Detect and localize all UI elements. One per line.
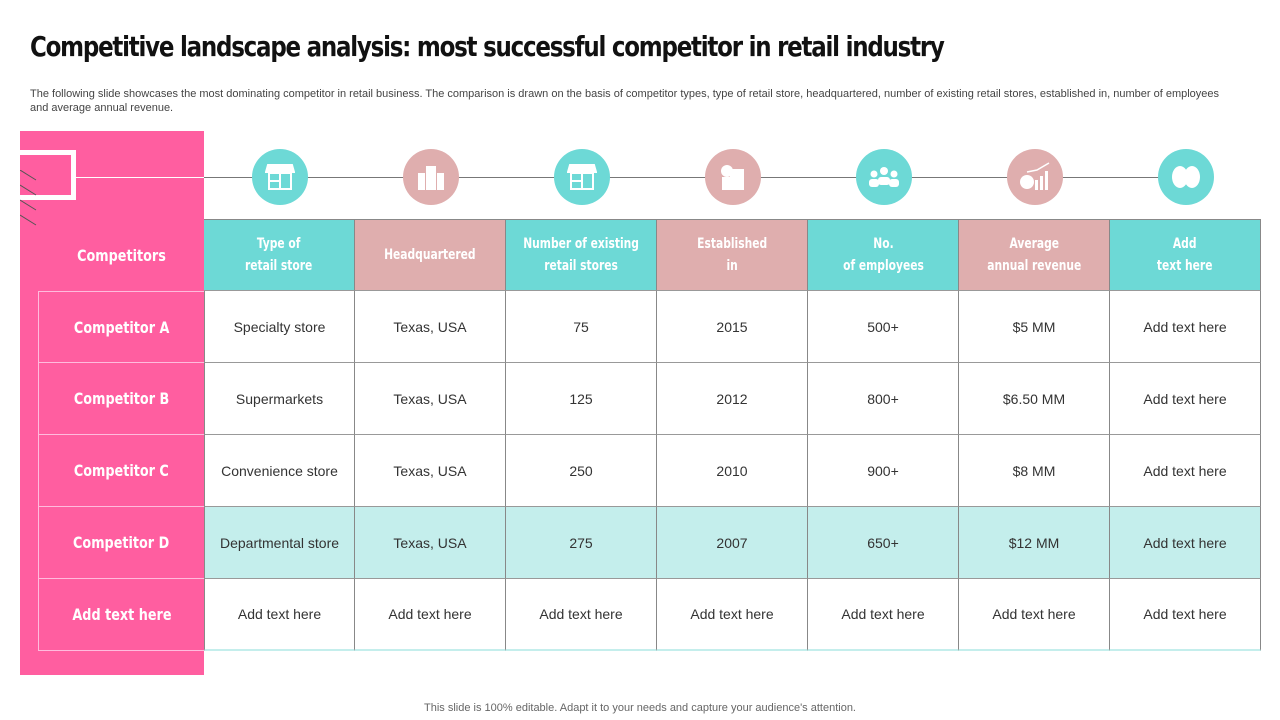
row-label: Competitor A <box>38 291 204 363</box>
table-cell: $12 MM <box>959 507 1110 579</box>
corner-label: Competitors <box>76 245 166 265</box>
table-cell: Add text here <box>959 579 1110 651</box>
row-label-text: Competitor A <box>73 317 170 337</box>
table-cell: 2015 <box>657 291 808 363</box>
table-cell: Texas, USA <box>355 363 506 435</box>
people-icon <box>855 149 912 205</box>
table-cell: 650+ <box>808 507 959 579</box>
table-cell: Texas, USA <box>355 435 506 507</box>
table-cell: 250 <box>506 435 657 507</box>
column-header: Headquartered <box>355 219 506 291</box>
table-cell: Add text here <box>1110 507 1261 579</box>
table-cell: $5 MM <box>959 291 1110 363</box>
table-cell: Add text here <box>204 579 355 651</box>
building-icon <box>402 149 459 205</box>
table-cell: $8 MM <box>959 435 1110 507</box>
decorative-hatch <box>20 170 37 226</box>
table-cell: Add text here <box>355 579 506 651</box>
table-cell: 900+ <box>808 435 959 507</box>
column-header-label: Number of existing retail stores <box>523 236 639 274</box>
table-cell: 500+ <box>808 291 959 363</box>
table-cell: Add text here <box>808 579 959 651</box>
table-cell: Add text here <box>1110 435 1261 507</box>
row-label-text: Competitor C <box>74 461 169 480</box>
footer-note: This slide is 100% editable. Adapt it to… <box>424 702 856 714</box>
table-cell: Add text here <box>1110 579 1261 651</box>
column-header-label: Add text here <box>1157 236 1213 274</box>
corner-header: Competitors <box>38 219 204 291</box>
column-header: Number of existing retail stores <box>506 219 657 291</box>
table-cell: 75 <box>506 291 657 363</box>
table-cell: Add text here <box>506 579 657 651</box>
column-header: Established in <box>657 219 808 291</box>
table-cell: Add text here <box>657 579 808 651</box>
column-header-label: Type of retail store <box>245 236 313 274</box>
table-cell: 2007 <box>657 507 808 579</box>
column-header: Average annual revenue <box>959 219 1110 291</box>
store-icon <box>553 149 610 205</box>
timeline-connector-white <box>76 177 204 178</box>
row-label: Competitor C <box>38 435 204 507</box>
column-header: Type of retail store <box>204 219 355 291</box>
table-cell: Texas, USA <box>355 291 506 363</box>
table-cell: Convenience store <box>204 435 355 507</box>
table-cell: $6.50 MM <box>959 363 1110 435</box>
revenue-chart-icon <box>1006 149 1063 205</box>
pink-side-panel <box>20 131 204 675</box>
column-header-label: Average annual revenue <box>986 236 1082 274</box>
factory-gear-icon <box>704 149 761 205</box>
column-header: Add text here <box>1110 219 1261 291</box>
table-cell: Add text here <box>1110 291 1261 363</box>
row-label: Competitor B <box>38 363 204 435</box>
page-title: Competitive landscape analysis: most suc… <box>30 30 945 63</box>
table-cell: Departmental store <box>204 507 355 579</box>
page-description: The following slide showcases the most d… <box>30 88 1220 114</box>
table-cell: Texas, USA <box>355 507 506 579</box>
table-cell: 800+ <box>808 363 959 435</box>
timeline-connector <box>76 177 1210 178</box>
row-label-text: Competitor D <box>73 533 170 552</box>
brain-icon <box>1157 149 1214 205</box>
column-header-label: Headquartered <box>384 247 476 263</box>
table-cell: 275 <box>506 507 657 579</box>
table-cell: Supermarkets <box>204 363 355 435</box>
table-cell: Specialty store <box>204 291 355 363</box>
column-header-label: Established in <box>697 236 767 274</box>
table-cell: Add text here <box>1110 363 1261 435</box>
table-cell: 125 <box>506 363 657 435</box>
row-label: Add text here <box>38 579 204 651</box>
row-label-text: Add text here <box>71 605 172 624</box>
column-header: No. of employees <box>808 219 959 291</box>
column-header-label: No. of employees <box>842 236 924 274</box>
decorative-square <box>20 150 76 200</box>
table-cell: 2010 <box>657 435 808 507</box>
store-icon <box>251 149 308 205</box>
row-label: Competitor D <box>38 507 204 579</box>
row-label-text: Competitor B <box>73 389 170 408</box>
table-cell: 2012 <box>657 363 808 435</box>
